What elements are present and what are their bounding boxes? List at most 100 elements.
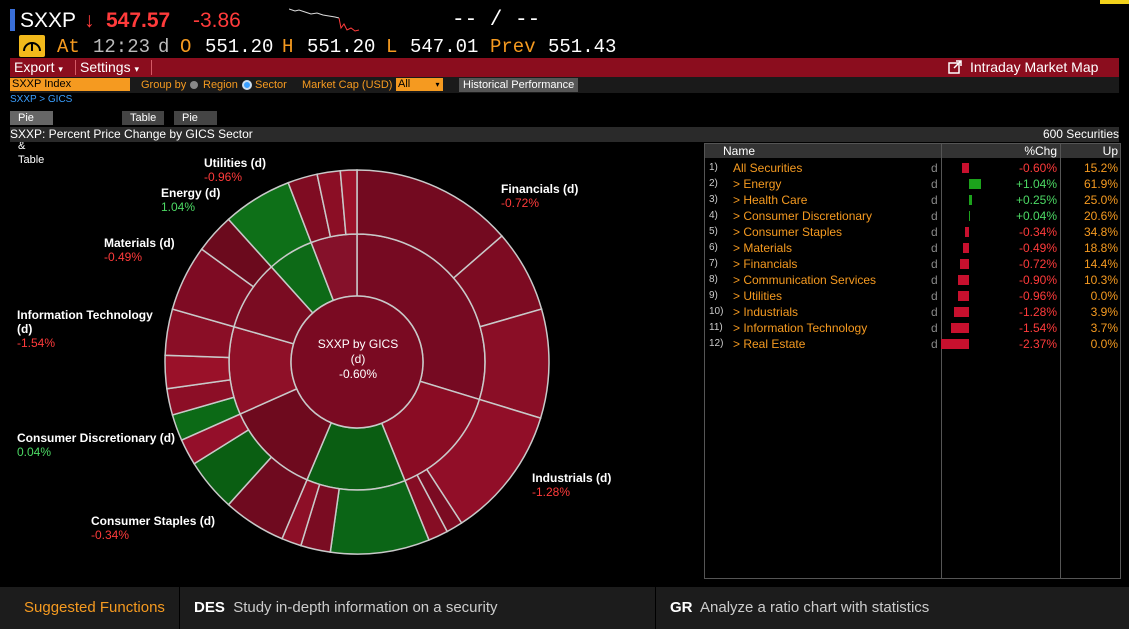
row-name[interactable]: > Health Care [733,193,808,207]
col-chg[interactable]: %Chg [1024,144,1057,158]
row-name[interactable]: All Securities [733,161,803,175]
intraday-market-map-link[interactable]: Intraday Market Map [944,58,1102,77]
slice-value: -0.96% [204,170,243,184]
col-name[interactable]: Name [723,144,756,158]
sector-radio[interactable] [242,80,252,90]
table-row[interactable]: 3) > Health Care d +0.25% 25.0% [705,192,1120,208]
slice-label: Financials (d) -0.72% [501,182,578,210]
row-name[interactable]: > Financials [733,257,798,271]
suggested-functions-label: Suggested Functions [24,599,165,616]
row-number: 8) [709,274,718,285]
slice-value: -0.49% [104,250,143,264]
table-row[interactable]: 6) > Materials d -0.49% 18.8% [705,240,1120,256]
row-name[interactable]: > Consumer Discretionary [733,209,873,223]
table-row[interactable]: 10) > Industrials d -1.28% 3.9% [705,304,1120,320]
slice-label: Utilities (d) -0.96% [204,156,266,184]
table-row[interactable]: 8) > Communication Services d -0.90% 10.3% [705,272,1120,288]
row-chg: +0.25% [1015,193,1057,207]
tab-pie-chart[interactable]: Pie Chart [174,111,217,138]
divider [655,587,656,629]
table-row[interactable]: 9) > Utilities d -0.96% 0.0% [705,288,1120,304]
change-bar [960,259,969,269]
caret-down-icon[interactable]: ▾ [432,78,443,91]
row-name[interactable]: > Utilities [733,289,783,303]
row-up: 15.2% [1083,161,1118,175]
row-name[interactable]: > Energy [733,177,782,191]
row-number: 9) [709,290,718,301]
chart-header: SXXP: Percent Price Change by GICS Secto… [10,127,1119,142]
divider [179,587,180,629]
row-d: d [931,241,938,255]
market-cap-select[interactable]: All [396,78,434,91]
map-link-label: Intraday Market Map [970,59,1099,75]
row-d: d [931,289,938,303]
row-chg: +0.04% [1015,209,1057,223]
sector-label: Sector [255,79,287,91]
sector-table: Name %Chg Up 1) All Securities d -0.60% 15.2… [704,143,1121,579]
row-number: 12) [709,338,724,349]
sub-industry-arc[interactable] [478,308,550,420]
slice-value: -0.72% [501,196,540,210]
slice-name: Materials (d) [104,236,175,250]
breadcrumb[interactable]: SXXP > GICS [10,94,73,105]
row-number: 2) [709,178,718,189]
row-d: d [931,193,938,207]
quote-time: 12:23 [93,36,151,58]
prev-label: Prev [490,36,536,58]
row-name[interactable]: > Industrials [733,305,799,319]
table-row[interactable]: 1) All Securities d -0.60% 15.2% [705,160,1120,176]
row-name[interactable]: > Real Estate [733,337,806,351]
row-number: 4) [709,210,718,221]
change-bar [951,323,969,333]
row-d: d [931,225,938,239]
table-row[interactable]: 11) > Information Technology d -1.54% 3.7% [705,320,1120,336]
col-up[interactable]: Up [1102,144,1118,158]
table-row[interactable]: 5) > Consumer Staples d -0.34% 34.8% [705,224,1120,240]
gr-function[interactable]: GR Analyze a ratio chart with statistics [670,599,929,617]
suggested-functions-bar: Suggested Functions DES Study in-depth i… [0,587,1129,629]
slice-value: -0.34% [91,528,130,542]
historical-performance-button[interactable]: Historical Performance [459,78,579,92]
divider [1060,144,1061,578]
tab-table[interactable]: Table [122,111,165,125]
slice-name: Industrials (d) [532,471,612,485]
divider [151,60,152,75]
ticker-marker [10,9,15,31]
row-chg: -0.49% [1018,241,1057,255]
sunburst-chart[interactable] [0,143,700,587]
row-chg: +1.04% [1015,177,1057,191]
slice-label: Industrials (d) -1.28% [532,471,611,499]
row-name[interactable]: > Information Technology [733,321,868,335]
table-row[interactable]: 7) > Financials d -0.72% 14.4% [705,256,1120,272]
slice-label: Consumer Discretionary (d) 0.04% [17,431,175,459]
chart-title: SXXP: Percent Price Change by GICS Secto… [10,127,253,141]
row-up: 25.0% [1083,193,1118,207]
row-name[interactable]: > Consumer Staples [733,225,843,239]
index-input[interactable]: SXXP Index [10,78,130,91]
chart-center-hub[interactable] [290,295,424,429]
row-d: d [931,257,938,271]
table-row[interactable]: 12) > Real Estate d -2.37% 0.0% [705,336,1120,352]
row-d: d [931,321,938,335]
change-bar [958,275,969,285]
menu-bar: Export ▾ Settings ▾ Intraday Market Map [10,58,1119,77]
change-bar [965,227,969,237]
row-name[interactable]: > Communication Services [733,273,877,287]
export-menu[interactable]: Export ▾ [10,58,67,77]
ticker-symbol[interactable]: SXXP [20,9,77,32]
tab-pie-chart-table[interactable]: Pie Chart & Table [10,111,53,166]
sub-industry-arc[interactable] [339,169,358,236]
table-row[interactable]: 4) > Consumer Discretionary d +0.04% 20.6% [705,208,1120,224]
region-radio[interactable] [190,81,198,89]
row-chg: -1.28% [1018,305,1057,319]
high-value: 551.20 [307,36,376,58]
table-row[interactable]: 2) > Energy d +1.04% 61.9% [705,176,1120,192]
settings-menu[interactable]: Settings ▾ [76,58,143,77]
des-function[interactable]: DES Study in-depth information on a secu… [194,599,498,617]
speed-gauge-icon[interactable] [19,35,45,57]
row-name[interactable]: > Materials [733,241,793,255]
slice-value: 0.04% [17,445,52,459]
row-chg: -0.90% [1018,273,1057,287]
region-label: Region [203,79,238,91]
at-label: At [57,36,80,58]
